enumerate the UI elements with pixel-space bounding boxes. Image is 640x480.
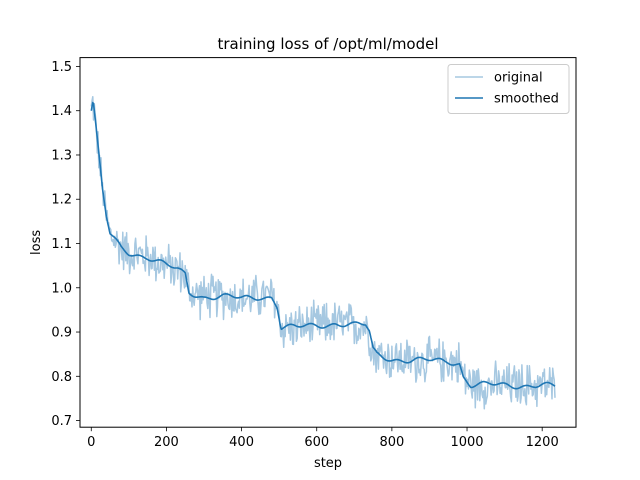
x-tick-label: 1000 xyxy=(450,435,483,450)
plot-frame xyxy=(79,57,577,428)
x-tick-label: 200 xyxy=(154,435,179,450)
chart-title: training loss of /opt/ml/model xyxy=(217,35,438,53)
y-tick-label: 1.2 xyxy=(51,193,72,208)
y-tick-label: 1.1 xyxy=(51,237,72,252)
x-tick-label: 400 xyxy=(229,435,254,450)
x-tick-label: 1200 xyxy=(526,435,559,450)
x-tick-label: 600 xyxy=(304,435,329,450)
x-tick-label: 0 xyxy=(87,435,95,450)
y-axis: 0.7 0.8 0.9 1.0 1.1 1.2 1.3 1.4 1.5 xyxy=(51,60,80,429)
legend-label-original: original xyxy=(494,71,543,86)
x-tick-label: 800 xyxy=(379,435,404,450)
y-tick-label: 0.8 xyxy=(51,370,72,385)
legend-label-smoothed: smoothed xyxy=(494,92,559,107)
y-tick-label: 1.4 xyxy=(51,104,72,119)
legend: original smoothed xyxy=(447,64,570,114)
x-axis-label: step xyxy=(314,456,342,471)
series-layer xyxy=(90,95,556,410)
y-tick-label: 1.5 xyxy=(51,60,72,75)
series-line-smoothed xyxy=(90,101,556,390)
y-tick-label: 1.0 xyxy=(51,281,72,296)
y-axis-label: loss xyxy=(29,230,44,255)
y-tick-label: 1.3 xyxy=(51,148,72,163)
series-line-original xyxy=(90,95,556,410)
y-tick-label: 0.9 xyxy=(51,326,72,341)
x-axis: 0 200 400 600 800 1000 1200 xyxy=(87,427,559,450)
y-tick-label: 0.7 xyxy=(51,414,72,429)
